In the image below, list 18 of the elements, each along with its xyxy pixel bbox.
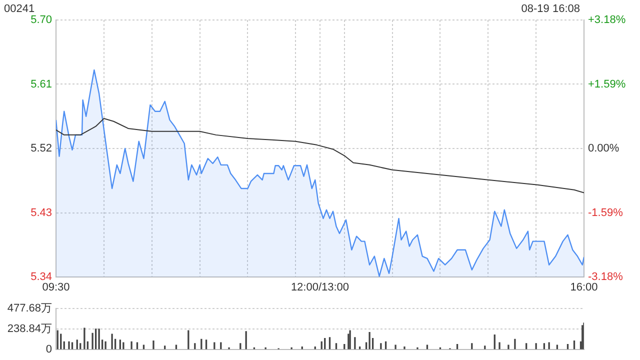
x-tick-label: 09:30 bbox=[42, 282, 70, 294]
y-tick-label: 5.34 bbox=[30, 271, 52, 284]
y2-tick-label: +1.59% bbox=[588, 78, 626, 90]
y2-tick-label: +3.18% bbox=[588, 14, 626, 26]
y-tick-label: 5.61 bbox=[30, 78, 52, 90]
y-tick-label: 238.84万 bbox=[7, 323, 52, 336]
y-tick-label: 5.52 bbox=[30, 142, 52, 155]
y-tick-label: 5.43 bbox=[30, 206, 52, 219]
x-tick-label: 12:00/13:00 bbox=[290, 282, 350, 294]
y2-tick-label: -1.59% bbox=[588, 206, 624, 219]
y-tick-label: 5.70 bbox=[30, 14, 52, 26]
y-tick-label: 477.68万 bbox=[7, 302, 52, 315]
x-tick-label: 16:00 bbox=[570, 282, 598, 294]
y-tick-label: 0 bbox=[46, 343, 52, 356]
y2-tick-label: 0.00% bbox=[588, 142, 620, 155]
chart-title: 00241 bbox=[4, 3, 35, 15]
y2-tick-label: -3.18% bbox=[588, 271, 624, 284]
text: 08-19 16:08 bbox=[521, 3, 580, 15]
